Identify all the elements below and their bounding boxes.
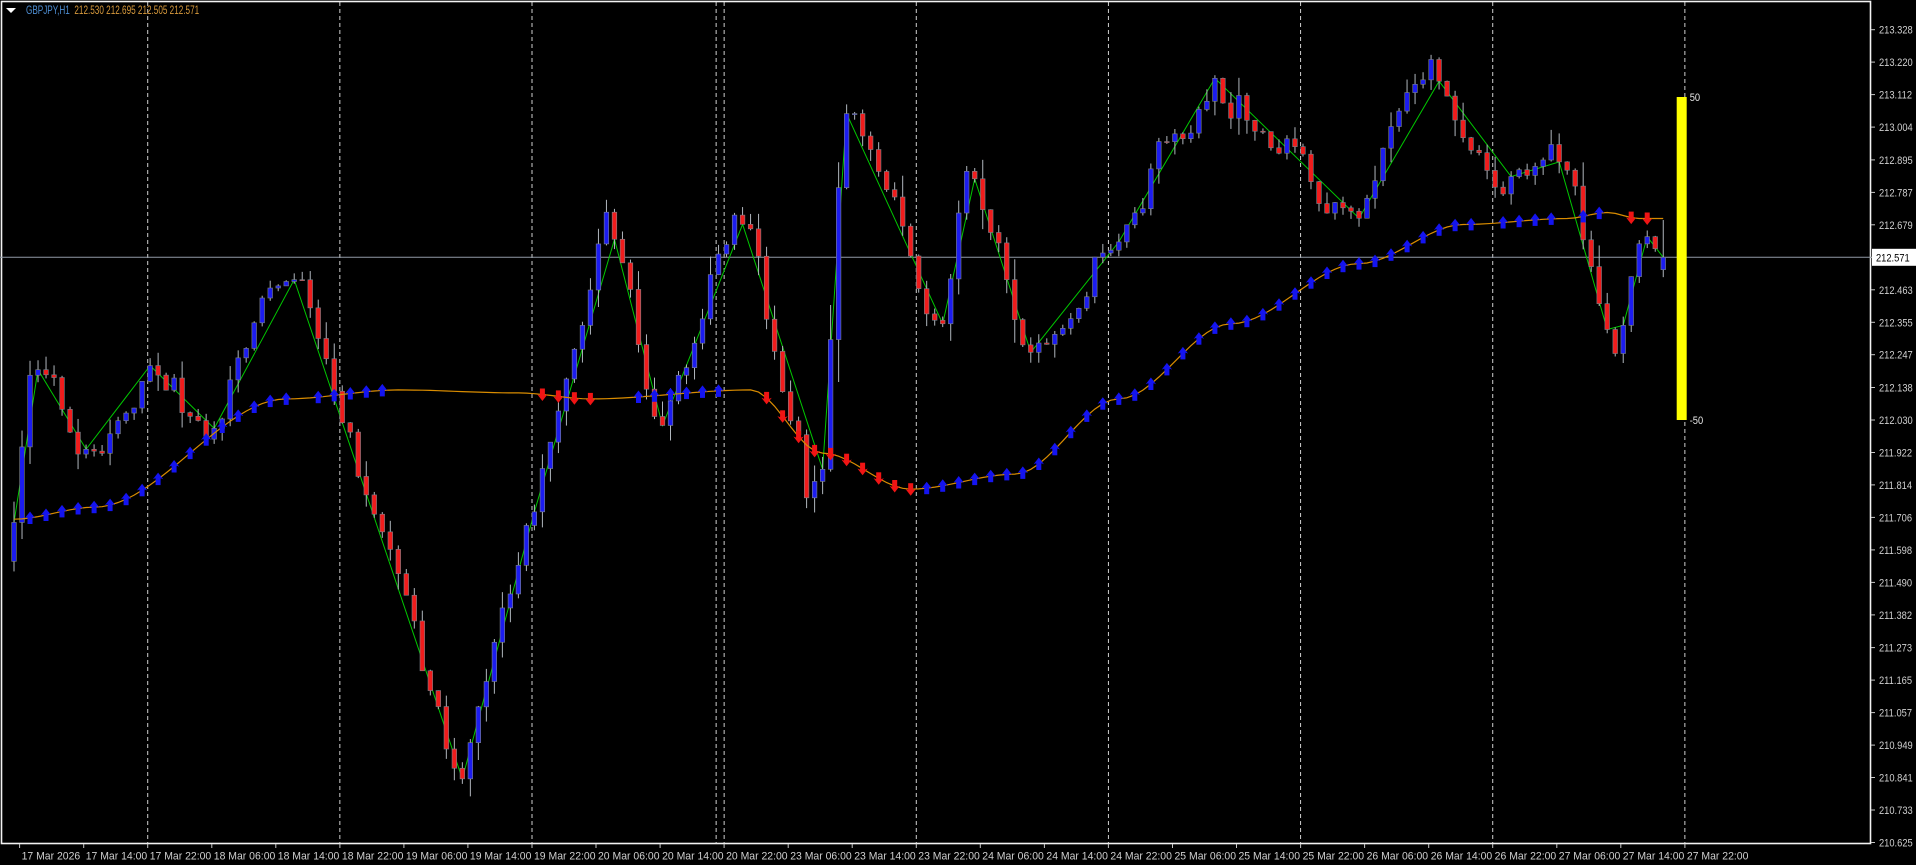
svg-text:211.922: 211.922 [1879,448,1912,460]
svg-text:26 Mar 06:00: 26 Mar 06:00 [1367,850,1429,862]
svg-text:211.598: 211.598 [1879,545,1912,557]
svg-text:23 Mar 06:00: 23 Mar 06:00 [790,850,852,862]
svg-text:27 Mar 06:00: 27 Mar 06:00 [1559,850,1621,862]
svg-text:17 Mar 14:00: 17 Mar 14:00 [86,850,148,862]
svg-text:210.733: 210.733 [1879,805,1913,817]
svg-text:23 Mar 22:00: 23 Mar 22:00 [918,850,980,862]
svg-text:19 Mar 06:00: 19 Mar 06:00 [406,850,468,862]
svg-text:20 Mar 22:00: 20 Mar 22:00 [726,850,788,862]
svg-text:-50: -50 [1690,415,1704,427]
svg-text:213.220: 213.220 [1879,57,1913,69]
svg-text:18 Mar 22:00: 18 Mar 22:00 [342,850,404,862]
svg-text:211.165: 211.165 [1879,675,1912,687]
svg-text:24 Mar 14:00: 24 Mar 14:00 [1046,850,1108,862]
svg-text:211.814: 211.814 [1879,480,1912,492]
svg-text:212.787: 212.787 [1879,188,1913,200]
svg-text:25 Mar 14:00: 25 Mar 14:00 [1239,850,1301,862]
svg-text:20 Mar 14:00: 20 Mar 14:00 [662,850,724,862]
svg-text:211.490: 211.490 [1879,578,1912,590]
svg-text:27 Mar 14:00: 27 Mar 14:00 [1623,850,1685,862]
svg-text:211.273: 211.273 [1879,643,1912,655]
svg-text:24 Mar 06:00: 24 Mar 06:00 [982,850,1044,862]
svg-text:19 Mar 14:00: 19 Mar 14:00 [470,850,532,862]
svg-text:27 Mar 22:00: 27 Mar 22:00 [1687,850,1749,862]
svg-text:210.625: 210.625 [1879,838,1913,850]
svg-text:20 Mar 06:00: 20 Mar 06:00 [598,850,660,862]
svg-text:212.030: 212.030 [1879,415,1913,427]
svg-text:18 Mar 14:00: 18 Mar 14:00 [278,850,340,862]
svg-text:26 Mar 14:00: 26 Mar 14:00 [1431,850,1493,862]
svg-text:211.382: 211.382 [1879,610,1912,622]
svg-text:23 Mar 14:00: 23 Mar 14:00 [854,850,916,862]
svg-text:212.355: 212.355 [1879,318,1913,330]
svg-text:212.463: 212.463 [1879,285,1913,297]
svg-text:213.112: 213.112 [1879,90,1912,102]
svg-text:19 Mar 22:00: 19 Mar 22:00 [534,850,596,862]
svg-text:212.571: 212.571 [1876,253,1910,265]
svg-text:50: 50 [1690,92,1701,104]
svg-text:212.247: 212.247 [1879,350,1913,362]
svg-text:211.706: 211.706 [1879,513,1912,525]
svg-text:210.949: 210.949 [1879,740,1913,752]
svg-text:211.057: 211.057 [1879,708,1912,720]
svg-text:24 Mar 22:00: 24 Mar 22:00 [1110,850,1172,862]
svg-text:212.679: 212.679 [1879,220,1913,232]
svg-text:212.895: 212.895 [1879,155,1913,167]
svg-text:17 Mar 22:00: 17 Mar 22:00 [150,850,212,862]
svg-text:18 Mar 06:00: 18 Mar 06:00 [214,850,276,862]
svg-text:213.004: 213.004 [1879,122,1913,134]
svg-text:25 Mar 22:00: 25 Mar 22:00 [1303,850,1365,862]
svg-text:212.138: 212.138 [1879,383,1913,395]
svg-text:26 Mar 22:00: 26 Mar 22:00 [1495,850,1557,862]
svg-text:25 Mar 06:00: 25 Mar 06:00 [1175,850,1237,862]
svg-text:213.328: 213.328 [1879,25,1913,37]
svg-text:210.841: 210.841 [1879,773,1913,785]
svg-text:17 Mar 2026: 17 Mar 2026 [22,850,81,862]
